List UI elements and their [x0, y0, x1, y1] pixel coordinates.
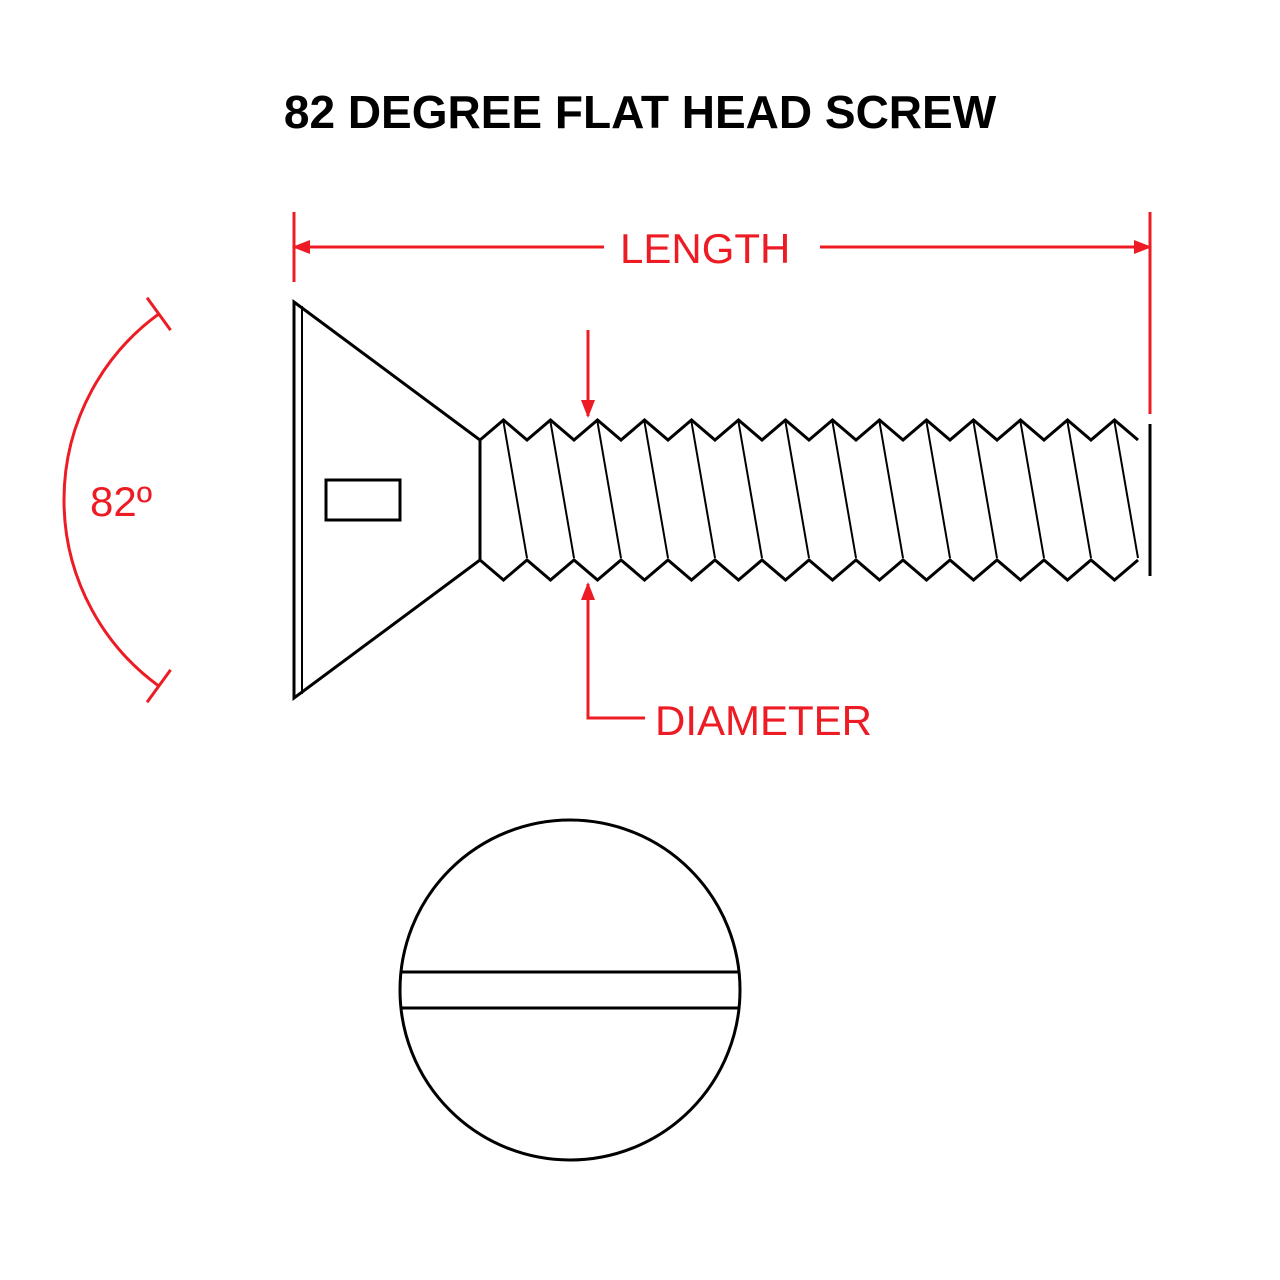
length-annotation	[294, 212, 1150, 414]
technical-diagram	[0, 0, 1280, 1280]
screw-top-view	[400, 820, 740, 1160]
angle-annotation	[64, 298, 171, 703]
screw-side-view	[294, 302, 1150, 698]
